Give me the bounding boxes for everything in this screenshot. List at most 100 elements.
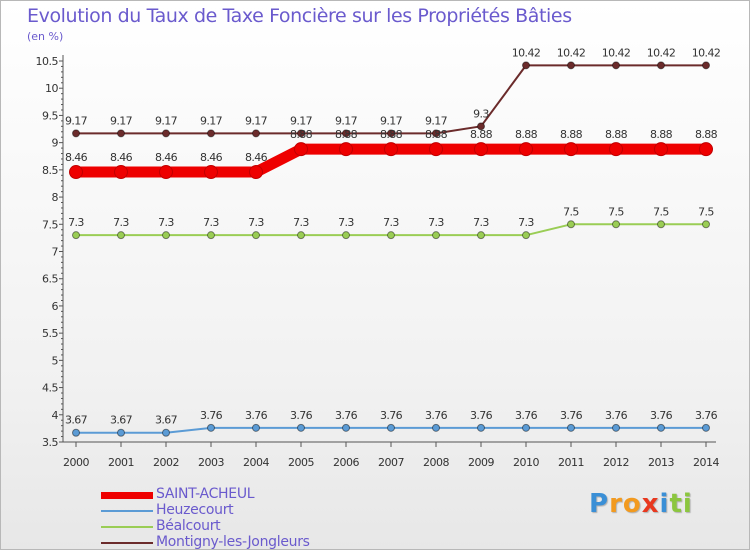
data-label: 3.76: [515, 409, 538, 422]
data-label: 3.76: [650, 409, 673, 422]
data-point: [567, 423, 575, 432]
data-label: 8.46: [200, 151, 223, 164]
data-point: [207, 423, 215, 432]
x-tick-label: 2001: [108, 456, 134, 469]
x-tick-label: 2013: [648, 456, 674, 469]
x-tick-label: 2008: [423, 456, 449, 469]
x-tick-label: 2002: [153, 456, 179, 469]
data-label: 3.76: [200, 409, 223, 422]
data-point: [162, 129, 170, 138]
data-point: [162, 428, 170, 437]
y-tick-label: 5: [52, 354, 59, 367]
data-point: [72, 231, 80, 240]
data-label: 7.3: [68, 216, 84, 229]
legend-swatch-montigny-les-jongleurs: [101, 542, 153, 544]
data-label: 7.3: [473, 216, 489, 229]
legend-label: SAINT-ACHEUL: [156, 486, 255, 502]
y-tick-label: 4: [52, 409, 59, 422]
x-tick-label: 2014: [693, 456, 719, 469]
data-point: [657, 220, 665, 229]
data-point: [204, 165, 218, 180]
data-point: [702, 423, 710, 432]
legend-swatch-saint-acheul: [101, 492, 153, 499]
data-point: [387, 231, 395, 240]
data-label: 7.5: [698, 205, 714, 218]
data-label: 9.17: [380, 114, 403, 127]
data-point: [159, 165, 173, 180]
data-point: [297, 129, 305, 138]
x-tick-label: 2006: [333, 456, 359, 469]
data-label: 3.76: [290, 409, 313, 422]
data-label: 8.88: [380, 128, 403, 141]
data-point: [162, 231, 170, 240]
data-point: [117, 231, 125, 240]
data-label: 8.46: [110, 151, 133, 164]
data-point: [384, 142, 398, 157]
data-label: 3.76: [245, 409, 268, 422]
data-point: [519, 142, 533, 157]
data-point: [522, 231, 530, 240]
y-tick-label: 10.5: [36, 55, 59, 68]
x-tick-label: 2005: [288, 456, 314, 469]
data-point: [342, 231, 350, 240]
data-label: 3.76: [335, 409, 358, 422]
data-label: 8.88: [335, 128, 358, 141]
logo-letter: i: [659, 489, 670, 519]
y-tick-label: 4.5: [42, 382, 58, 395]
data-point: [612, 61, 620, 70]
data-label: 9.17: [65, 114, 88, 127]
data-point: [429, 142, 443, 157]
data-label: 10.42: [602, 46, 631, 59]
data-label: 9.17: [200, 114, 223, 127]
data-label: 7.3: [203, 216, 219, 229]
data-label: 9.17: [290, 114, 313, 127]
data-label: 9.17: [425, 114, 448, 127]
data-label: 10.42: [647, 46, 676, 59]
data-label: 7.5: [608, 205, 624, 218]
data-label: 8.88: [425, 128, 448, 141]
data-label: 10.42: [512, 46, 541, 59]
x-tick-label: 2010: [513, 456, 539, 469]
data-label: 3.67: [110, 414, 133, 427]
data-label: 9.17: [110, 114, 133, 127]
data-point: [249, 165, 263, 180]
data-point: [387, 423, 395, 432]
data-point: [387, 129, 395, 138]
data-point: [477, 423, 485, 432]
chart-title: Evolution du Taux de Taxe Foncière sur l…: [27, 5, 572, 27]
data-point: [297, 423, 305, 432]
data-point: [294, 142, 308, 157]
data-label: 8.88: [470, 128, 493, 141]
data-point: [522, 423, 530, 432]
logo-letter: o: [622, 489, 642, 519]
data-point: [702, 61, 710, 70]
x-tick-label: 2012: [603, 456, 629, 469]
data-label: 7.3: [518, 216, 534, 229]
legend-label: Montigny-les-Jongleurs: [156, 534, 310, 550]
data-label: 8.46: [245, 151, 268, 164]
data-point: [252, 129, 260, 138]
proxiti-logo: Proxiti: [589, 489, 693, 519]
data-point: [252, 423, 260, 432]
data-point: [654, 142, 668, 157]
y-tick-label: 7: [52, 246, 59, 259]
data-point: [117, 428, 125, 437]
data-point: [567, 220, 575, 229]
y-tick-label: 7.5: [42, 218, 58, 231]
data-point: [207, 129, 215, 138]
x-tick-label: 2011: [558, 456, 584, 469]
x-tick-label: 2000: [63, 456, 89, 469]
data-point: [432, 231, 440, 240]
data-point: [69, 165, 83, 180]
y-tick-label: 9: [52, 137, 59, 150]
data-point: [339, 142, 353, 157]
data-label: 8.46: [155, 151, 178, 164]
logo-letter: i: [682, 489, 693, 519]
data-point: [432, 129, 440, 138]
y-tick-label: 8.5: [42, 164, 58, 177]
data-label: 7.3: [113, 216, 129, 229]
data-label: 7.5: [563, 205, 579, 218]
data-point: [117, 129, 125, 138]
y-tick-label: 10: [45, 82, 58, 95]
